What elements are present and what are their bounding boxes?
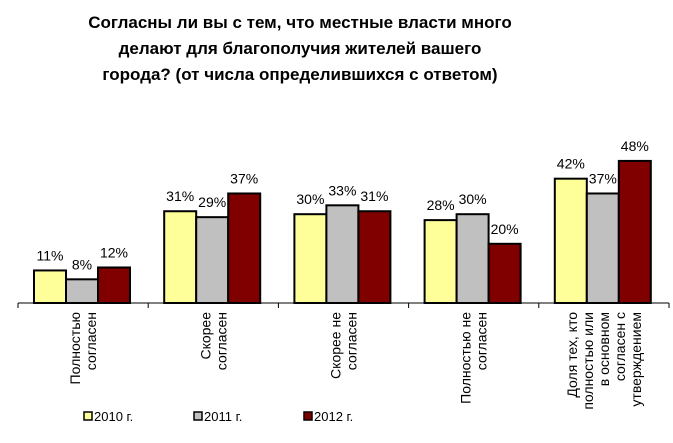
data-label: 11% bbox=[37, 247, 64, 263]
data-label: 30% bbox=[459, 191, 487, 207]
legend-swatch bbox=[193, 411, 203, 421]
bar-2010 bbox=[33, 269, 67, 305]
category-label-line: Доля тех, кто bbox=[564, 312, 580, 398]
bar-2011 bbox=[325, 204, 360, 305]
bar-2012 bbox=[97, 266, 131, 305]
chart-title-line: города? (от числа определившихся с ответ… bbox=[102, 65, 497, 84]
data-label: 29% bbox=[198, 194, 226, 210]
data-label: 20% bbox=[491, 221, 519, 237]
bar-2010 bbox=[163, 210, 198, 305]
bar-2011 bbox=[65, 278, 99, 305]
category-label: Полностьюсогласен bbox=[67, 312, 99, 384]
data-label: 48% bbox=[621, 138, 649, 154]
category-label: Скорее несогласен bbox=[328, 312, 360, 379]
data-label: 31% bbox=[166, 188, 194, 204]
data-label: 8% bbox=[72, 256, 92, 272]
category-label-line: согласен bbox=[83, 312, 99, 370]
bar-2012 bbox=[487, 242, 522, 305]
category-label-line: утверждением bbox=[628, 312, 644, 407]
data-label: 42% bbox=[557, 156, 585, 172]
legend-swatch bbox=[83, 411, 93, 421]
data-label: 28% bbox=[427, 197, 455, 213]
data-label: 31% bbox=[360, 188, 388, 204]
legend-label: 2012 г. bbox=[314, 409, 353, 424]
bar-2010 bbox=[293, 213, 328, 304]
bar-2011 bbox=[585, 192, 620, 304]
category-label: Полностью несогласен bbox=[458, 312, 490, 404]
category-label-line: в основном bbox=[596, 312, 612, 386]
bar-2012 bbox=[357, 210, 392, 305]
category-label-line: согласен bbox=[344, 312, 360, 370]
category-label-line: согласен с bbox=[612, 312, 628, 381]
category-label-line: Скорее bbox=[197, 312, 213, 360]
data-label: 37% bbox=[589, 170, 617, 186]
chart-title-line: делают для благополучия жителей вашего bbox=[119, 39, 482, 58]
category-label-line: Полностью bbox=[67, 312, 83, 384]
legend-label: 2010 г. bbox=[94, 409, 133, 424]
category-label-line: Скорее не bbox=[328, 312, 344, 379]
category-label-line: полностью или bbox=[580, 312, 596, 410]
bar-2012 bbox=[617, 159, 652, 304]
category-label-line: согласен bbox=[213, 312, 229, 370]
category-label-line: согласен bbox=[474, 312, 490, 370]
legend-swatch bbox=[303, 411, 313, 421]
bar-2012 bbox=[227, 192, 262, 304]
bar-2011 bbox=[455, 213, 490, 304]
data-label: 33% bbox=[328, 182, 356, 198]
category-label-line: Полностью не bbox=[458, 312, 474, 404]
bar-2010 bbox=[553, 177, 588, 304]
category-label: Скореесогласен bbox=[197, 312, 229, 370]
data-label: 12% bbox=[100, 244, 128, 260]
bar-2011 bbox=[195, 216, 230, 304]
chart-title-line: Согласны ли вы с тем, что местные власти… bbox=[88, 13, 512, 32]
data-label: 37% bbox=[230, 170, 258, 186]
bar-2010 bbox=[423, 219, 458, 304]
legend-label: 2011 г. bbox=[204, 409, 242, 424]
data-label: 30% bbox=[296, 191, 324, 207]
category-label: Доля тех, ктополностью илив основномсогл… bbox=[564, 312, 644, 410]
